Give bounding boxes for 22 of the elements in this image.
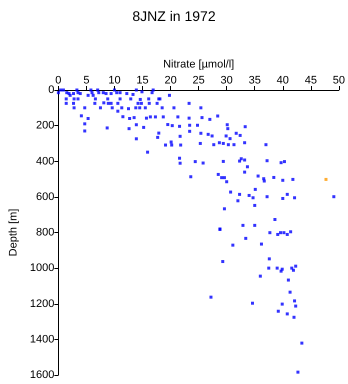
y-tick-label: 600 [36, 190, 54, 203]
y-tick-label: 1600 [30, 369, 54, 381]
y-tick-label: 400 [36, 155, 54, 168]
y-tick-label: 800 [36, 226, 54, 238]
x-tick-label: 30 [220, 74, 233, 86]
x-tick-label: 50 [332, 74, 346, 86]
x-tick-label: 35 [248, 74, 261, 86]
x-tick-label: 25 [192, 74, 205, 86]
y-tick-label: 1400 [30, 333, 54, 346]
x-tick-label: 45 [304, 74, 317, 86]
y-tick-label: 1200 [30, 298, 54, 310]
y-tick-label: 200 [36, 120, 54, 132]
x-tick-label: 20 [164, 74, 177, 86]
x-tick-label: 40 [276, 74, 289, 86]
x-axis-title: Nitrate [µmol/l] [163, 58, 234, 71]
y-tick-label: 1000 [30, 262, 54, 274]
y-tick-label: 0 [48, 84, 54, 96]
x-tick-label: 10 [108, 74, 121, 86]
x-tick-label: 5 [83, 74, 90, 86]
x-tick-label: 15 [136, 74, 149, 86]
y-axis-title: Depth [m] [8, 208, 20, 256]
chart-title: 8JNZ in 1972 [132, 8, 216, 24]
